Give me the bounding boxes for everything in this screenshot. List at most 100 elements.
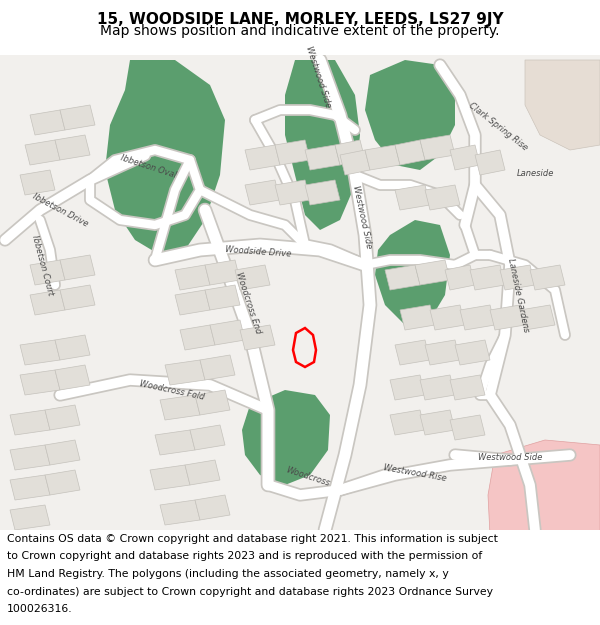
Text: 100026316.: 100026316. <box>7 604 73 614</box>
Polygon shape <box>30 260 65 285</box>
Polygon shape <box>500 265 535 290</box>
Polygon shape <box>365 145 400 170</box>
Polygon shape <box>242 390 330 485</box>
Polygon shape <box>395 140 425 165</box>
Polygon shape <box>55 135 90 160</box>
Polygon shape <box>55 365 90 390</box>
Polygon shape <box>445 265 475 290</box>
Polygon shape <box>185 460 220 485</box>
Polygon shape <box>175 265 210 290</box>
Polygon shape <box>420 135 455 160</box>
Polygon shape <box>20 340 60 365</box>
Polygon shape <box>525 60 600 150</box>
Polygon shape <box>530 265 565 290</box>
Text: to Crown copyright and database rights 2023 and is reproduced with the permissio: to Crown copyright and database rights 2… <box>7 551 482 561</box>
Polygon shape <box>30 110 65 135</box>
Polygon shape <box>155 430 195 455</box>
Polygon shape <box>10 475 50 500</box>
Polygon shape <box>390 410 425 435</box>
Polygon shape <box>210 320 245 345</box>
Polygon shape <box>470 265 505 290</box>
Polygon shape <box>425 185 460 210</box>
Text: Westwood Side: Westwood Side <box>304 45 332 109</box>
Polygon shape <box>60 255 95 280</box>
Text: Laneside Gardens: Laneside Gardens <box>506 258 530 332</box>
Polygon shape <box>415 260 450 285</box>
Polygon shape <box>240 325 275 350</box>
Polygon shape <box>60 105 95 130</box>
Polygon shape <box>235 265 270 290</box>
Polygon shape <box>20 370 60 395</box>
Text: Westwood Side: Westwood Side <box>478 452 542 461</box>
Polygon shape <box>45 440 80 465</box>
Polygon shape <box>190 425 225 450</box>
Polygon shape <box>195 495 230 520</box>
Polygon shape <box>520 305 555 330</box>
Polygon shape <box>395 185 430 210</box>
Polygon shape <box>365 60 455 170</box>
Polygon shape <box>195 390 230 415</box>
Text: Clark Spring Rise: Clark Spring Rise <box>467 101 529 152</box>
Polygon shape <box>30 290 65 315</box>
Text: Westwood Side: Westwood Side <box>351 184 373 249</box>
Polygon shape <box>450 145 480 170</box>
Text: Westwood Rise: Westwood Rise <box>383 463 447 483</box>
Polygon shape <box>305 180 340 205</box>
Polygon shape <box>335 140 365 165</box>
Polygon shape <box>55 335 90 360</box>
Polygon shape <box>45 405 80 430</box>
Polygon shape <box>45 470 80 495</box>
Polygon shape <box>10 505 50 530</box>
Polygon shape <box>450 415 485 440</box>
Polygon shape <box>175 290 210 315</box>
Polygon shape <box>420 410 455 435</box>
Polygon shape <box>460 305 495 330</box>
Text: Woodside Drive: Woodside Drive <box>224 245 292 259</box>
Polygon shape <box>160 395 200 420</box>
Polygon shape <box>430 305 465 330</box>
Polygon shape <box>305 145 340 170</box>
Polygon shape <box>475 150 505 175</box>
Text: Ibbetson Oval: Ibbetson Oval <box>119 154 177 180</box>
Polygon shape <box>10 410 50 435</box>
Text: Ibbetson Court: Ibbetson Court <box>29 234 55 296</box>
Polygon shape <box>180 325 215 350</box>
Polygon shape <box>420 375 455 400</box>
Polygon shape <box>340 150 370 175</box>
Polygon shape <box>60 285 95 310</box>
Polygon shape <box>275 140 310 165</box>
Text: co-ordinates) are subject to Crown copyright and database rights 2023 Ordnance S: co-ordinates) are subject to Crown copyr… <box>7 586 493 596</box>
Polygon shape <box>390 375 425 400</box>
Polygon shape <box>275 180 310 205</box>
Text: Woodcross: Woodcross <box>285 466 331 488</box>
Polygon shape <box>0 55 600 530</box>
Text: Laneside: Laneside <box>517 169 554 177</box>
Polygon shape <box>488 440 600 535</box>
Polygon shape <box>200 355 235 380</box>
Text: Woodcross End: Woodcross End <box>234 271 262 335</box>
Polygon shape <box>455 340 490 365</box>
Polygon shape <box>425 340 460 365</box>
Polygon shape <box>150 465 190 490</box>
Polygon shape <box>105 60 225 255</box>
Text: Map shows position and indicative extent of the property.: Map shows position and indicative extent… <box>100 24 500 39</box>
Polygon shape <box>160 500 200 525</box>
Polygon shape <box>375 220 450 325</box>
Text: HM Land Registry. The polygons (including the associated geometry, namely x, y: HM Land Registry. The polygons (includin… <box>7 569 449 579</box>
Polygon shape <box>205 260 240 285</box>
Polygon shape <box>285 60 360 230</box>
Polygon shape <box>395 340 430 365</box>
Polygon shape <box>165 360 205 385</box>
Text: Woodcross Fold: Woodcross Fold <box>139 379 205 401</box>
Text: Ibbetson Drive: Ibbetson Drive <box>31 192 89 228</box>
Polygon shape <box>385 265 420 290</box>
Polygon shape <box>205 285 240 310</box>
Polygon shape <box>450 375 485 400</box>
Polygon shape <box>20 170 55 195</box>
Polygon shape <box>490 305 525 330</box>
Polygon shape <box>245 180 280 205</box>
Polygon shape <box>10 445 50 470</box>
Polygon shape <box>25 140 60 165</box>
Text: Contains OS data © Crown copyright and database right 2021. This information is : Contains OS data © Crown copyright and d… <box>7 534 498 544</box>
Polygon shape <box>245 145 280 170</box>
